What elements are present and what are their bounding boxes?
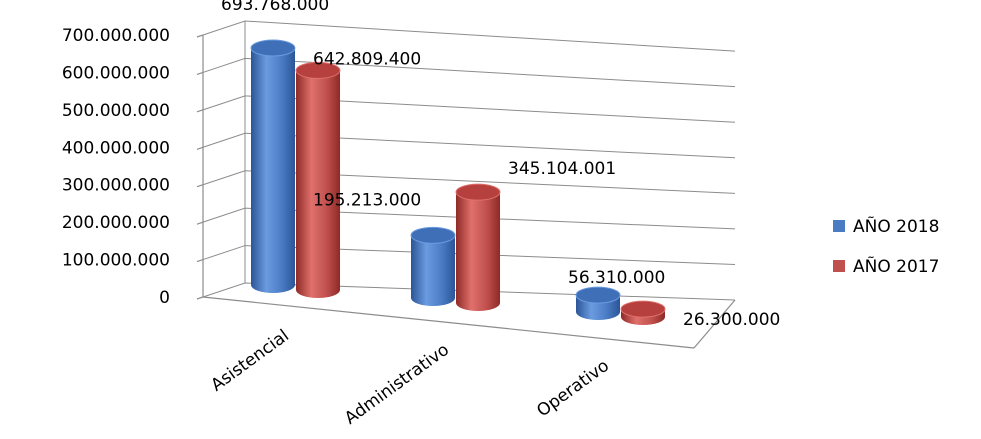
bar-año-2017-administrativo [455,183,501,311]
data-label: 26.300.000 [683,310,780,330]
bar-top [620,300,666,318]
legend: AÑO 2018 AÑO 2017 [833,215,939,277]
bar-año-2018-operativo [575,286,621,320]
y-tick-mark [196,184,204,188]
x-category-label: Operativo [533,356,613,421]
data-label: 195.213.000 [313,190,421,210]
legend-label: AÑO 2017 [853,255,939,277]
legend-swatch [833,220,845,232]
y-tick-label: 300.000.000 [62,176,170,196]
bar-año-2018-administrativo [410,226,456,306]
legend-label: AÑO 2018 [853,215,939,237]
x-category-label: Administrativo [341,340,453,429]
y-tick-label: 700.000.000 [62,26,170,46]
y-tick-label: 600.000.000 [62,63,170,83]
y-tick-mark [196,221,204,225]
bar-body [456,192,500,311]
bar-body [296,70,340,298]
data-label: 345.104.001 [508,159,616,179]
data-label: 693.768.000 [221,0,329,15]
y-tick-mark [196,146,204,150]
y-tick-mark [196,259,204,263]
bar-body [411,235,455,306]
data-labels: 693.768.000 642.809.400 195.213.000 345.104… [221,0,780,330]
bar-año-2018-asistencial [250,39,296,293]
bar-body [251,48,295,293]
bar-top [575,286,621,304]
bar-top [250,39,296,57]
bar-año-2017-operativo [620,300,666,325]
data-label: 642.809.400 [313,49,421,69]
y-tick-label: 400.000.000 [62,138,170,158]
legend-swatch [833,260,845,272]
y-tick-mark [196,296,204,300]
bar-top [455,183,501,201]
x-category-label: Asistencial [207,326,293,396]
y-tick-mark [196,34,204,38]
gridlines [196,20,736,349]
y-tick-label: 500.000.000 [62,101,170,121]
bar-top [410,226,456,244]
bars [250,39,666,325]
x-axis-line [202,296,695,349]
y-tick-label: 200.000.000 [62,213,170,233]
bar-top [295,61,341,79]
y-tick-label: 0 [159,288,170,308]
data-label: 56.310.000 [568,268,665,288]
y-tick-mark [196,109,204,113]
bar-año-2017-asistencial [295,61,341,298]
floor-right-edge [693,299,736,349]
y-axis-ticks: 0 100.000.000 200.000.000 300.000.000 400.00… [62,26,170,308]
y-tick-mark [196,71,204,75]
y-tick-label: 100.000.000 [62,251,170,271]
x-axis-categories: Asistencial Administrativo Operativo [207,326,613,429]
